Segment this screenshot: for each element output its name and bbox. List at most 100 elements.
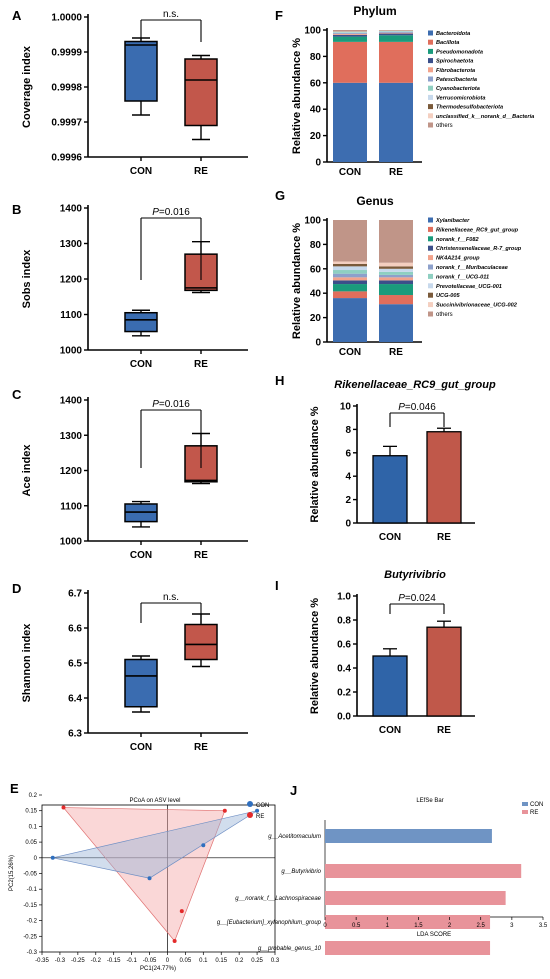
legend-entry-Pseudomonadota: Pseudomonadota — [436, 49, 483, 55]
y-tick-label-B: 1000 — [60, 346, 83, 357]
y-tick-label-D: 6.3 — [68, 729, 82, 740]
y-tick-label-C: 1400 — [60, 396, 83, 407]
y-tick-label-I: 0.4 — [337, 664, 351, 675]
lda-bar-label-g__Butyrivibrio: g__Butyrivibrio — [281, 869, 321, 875]
lda-bar-g__Acetitomaculum — [325, 829, 492, 843]
y-tick-label-F: 60 — [310, 78, 322, 89]
legend-swatch-Bacteroidota — [428, 30, 433, 36]
legend-entry-Bacillota: Bacillota — [436, 40, 459, 46]
x-tick-label-I: CON — [379, 725, 401, 736]
legend-swatch-Bacillota — [428, 39, 433, 45]
y-tick-label-G: 40 — [310, 289, 322, 300]
stack-segment-Prevotellaceae_UCG-001 — [333, 266, 367, 271]
legend-entry-CON: CON — [256, 803, 269, 809]
stack-segment-UCG-005 — [333, 263, 367, 267]
x-tick-label-C: CON — [130, 550, 152, 561]
y-tick-label-D: 6.5 — [68, 659, 82, 670]
y-axis-label-I: Relative abundance % — [309, 598, 321, 714]
legend-swatch-others — [428, 122, 433, 128]
legend-entry-Succinivibrionaceae_UCG-002: Succinivibrionaceae_UCG-002 — [436, 303, 518, 309]
stack-segment-Rikenellaceae_RC9_gut_group — [333, 291, 367, 299]
stack-segment-Bacillota — [379, 41, 413, 83]
legend-entry-NK4A214_group: NK4A214_group — [436, 256, 480, 262]
bar-CON — [372, 455, 408, 524]
point-RE — [172, 939, 177, 944]
lda-bar-label-g__[Eubacterium]_xylanophilum_group: g__[Eubacterium]_xylanophilum_group — [217, 920, 322, 926]
x-tick-label-J: 0.5 — [352, 923, 361, 929]
y-tick-label-A: 1.0000 — [51, 13, 82, 24]
x-tick-label-E: -0.1 — [126, 958, 137, 964]
x-tick-label-J: 3.5 — [539, 923, 548, 929]
stack-segment-Bacteroidota — [379, 82, 413, 162]
x-tick-label-E: 0.1 — [199, 958, 208, 964]
y-tick-label-F: 20 — [310, 131, 322, 142]
y-tick-label-E: -0.3 — [27, 950, 38, 956]
point-RE — [61, 805, 66, 810]
stack-segment-Spirochaetota — [379, 33, 413, 36]
lda-bar-g__probable_genus_10 — [325, 941, 491, 955]
legend-entry-Christensenellaceae_R-7_group: Christensenellaceae_R-7_group — [436, 246, 522, 252]
legend-entry-others: others — [436, 312, 453, 318]
legend-entry-RE-J: RE — [530, 810, 538, 816]
legend-swatch-NK4A214_group — [428, 255, 433, 261]
y-tick-label-B: 1300 — [60, 239, 83, 250]
bar-CON — [372, 655, 408, 717]
x-tick-label-D: RE — [194, 742, 208, 753]
stack-segment-Rikenellaceae_RC9_gut_group — [379, 295, 413, 305]
x-tick-label-B: CON — [130, 359, 152, 370]
stack-segment-Bacteroidota — [333, 82, 367, 162]
y-tick-label-I: 0.2 — [337, 688, 351, 699]
stack-segment-Xylanibacter — [333, 298, 367, 342]
legend-swatch-Verrucomicrobiota — [428, 94, 433, 100]
y-tick-label-F: 80 — [310, 52, 322, 63]
legend-entry-UCG-005: UCG-005 — [436, 293, 461, 299]
bar-RE — [426, 431, 462, 524]
x-tick-label-H: RE — [437, 532, 451, 543]
y-tick-label-H: 0 — [345, 519, 351, 530]
x-tick-label-E: 0.2 — [235, 958, 244, 964]
legend-swatch-Rikenellaceae_RC9_gut_group — [428, 226, 433, 232]
stack-segment-UCG-005 — [379, 266, 413, 269]
y-tick-label-F: 100 — [304, 26, 321, 37]
point-RE — [222, 808, 227, 813]
y-tick-label-B: 1400 — [60, 204, 83, 215]
stack-segment-Verrucomicrobiota — [379, 30, 413, 32]
stack-segment-Xylanibacter — [379, 304, 413, 342]
y-tick-label-D: 6.4 — [68, 694, 82, 705]
stack-segment-others — [379, 220, 413, 263]
legend-swatch-Pseudomonadota — [428, 48, 433, 54]
box-CON — [124, 311, 158, 333]
y-tick-label-D: 6.6 — [68, 624, 82, 635]
box-CON — [124, 40, 158, 102]
stack-segment-Pseudomonadota — [379, 35, 413, 42]
y-tick-label-B: 1200 — [60, 275, 83, 286]
stack-segment-Christensenellaceae_R-7_group — [379, 280, 413, 285]
plot-frame-E — [41, 804, 276, 953]
legend-swatch-others — [428, 311, 433, 317]
stack-segment-norank_f__F082 — [379, 284, 413, 296]
y-tick-label-H: 4 — [345, 472, 351, 483]
panel-label-I: I — [275, 578, 279, 593]
significance-label-H: P=0.046 — [398, 402, 436, 413]
stack-segment-others — [333, 30, 367, 32]
y-tick-label-H: 8 — [345, 425, 351, 436]
y-tick-label-A: 0.9999 — [51, 48, 82, 59]
y-tick-label-C: 1200 — [60, 466, 83, 477]
panel-label-F: F — [275, 8, 283, 23]
bar-RE — [426, 626, 462, 717]
legend-swatch-Spirochaetota — [428, 58, 433, 64]
stack-segment-NK4A214_group — [333, 277, 367, 281]
legend-entry-Verrucomicrobiota: Verrucomicrobiota — [436, 95, 486, 101]
x-tick-label-A: RE — [194, 166, 208, 177]
significance-label-C: P=0.016 — [152, 399, 190, 410]
legend-swatch-Christensenellaceae_R-7_group — [428, 245, 433, 251]
x-tick-label-E: 0 — [166, 958, 170, 964]
y-tick-label-G: 60 — [310, 264, 322, 275]
legend-entry-Patescibacteria: Patescibacteria — [436, 77, 477, 83]
stack-segment-Succinivibrionaceae_UCG-002 — [379, 262, 413, 267]
x-tick-label-E: 0.15 — [215, 958, 227, 964]
stack-segment-Cyanobacteriota — [333, 32, 367, 33]
x-tick-label-J: 3 — [510, 923, 514, 929]
y-axis-label-C: Ace index — [21, 444, 33, 497]
y-axis-label-A: Coverage index — [21, 45, 33, 128]
